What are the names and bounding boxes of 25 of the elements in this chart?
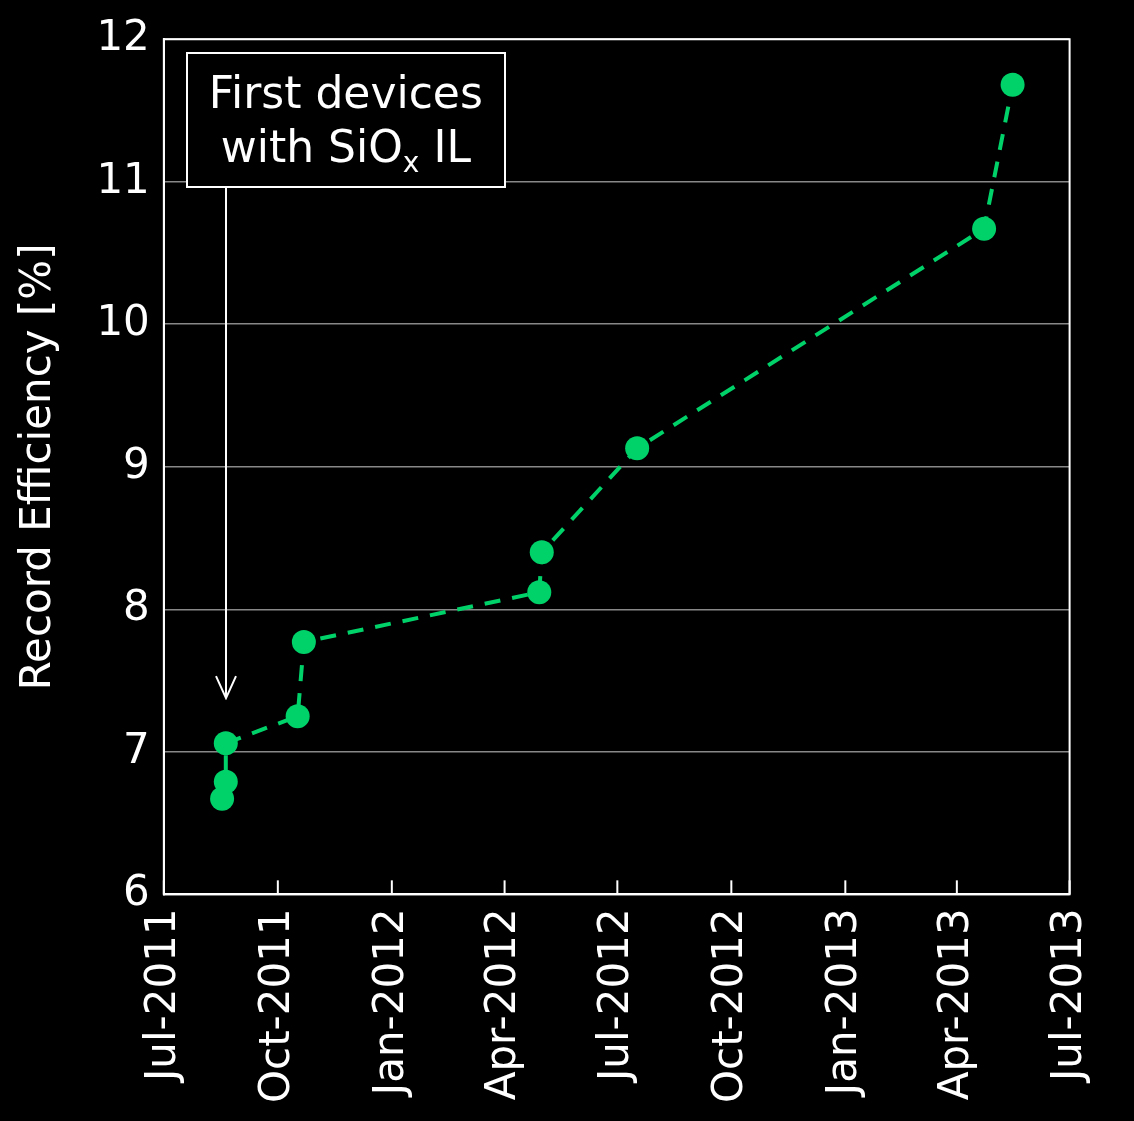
y-tick-label: 10 <box>96 296 150 346</box>
y-tick-label: 8 <box>123 581 150 631</box>
x-tick-label: Jul-2013 <box>1041 908 1091 1085</box>
point <box>285 704 310 729</box>
x-tick-label: Oct-2012 <box>703 908 753 1104</box>
x-tick-label: Oct-2011 <box>249 908 299 1104</box>
point <box>529 540 554 565</box>
point <box>213 769 238 794</box>
x-tick-label: Jan-2012 <box>363 908 413 1099</box>
point <box>972 216 997 241</box>
x-tick-label: Apr-2013 <box>928 908 978 1101</box>
y-tick-label: 12 <box>96 11 150 61</box>
x-tick-label: Jan-2013 <box>817 908 867 1099</box>
x-tick-label: Apr-2012 <box>476 908 526 1101</box>
point <box>291 630 316 655</box>
x-tick-label: Jul-2012 <box>589 908 639 1085</box>
y-tick-label: 11 <box>96 153 150 203</box>
y-tick-label: 7 <box>123 723 150 773</box>
point <box>625 436 650 461</box>
point <box>1000 72 1025 97</box>
y-tick-label: 9 <box>123 438 150 488</box>
point <box>527 580 552 605</box>
point <box>213 731 238 756</box>
y-axis-title: Record Efficiency [%] <box>11 243 61 691</box>
annotation: First devices with SiO$_{x}$ IL <box>185 52 506 189</box>
